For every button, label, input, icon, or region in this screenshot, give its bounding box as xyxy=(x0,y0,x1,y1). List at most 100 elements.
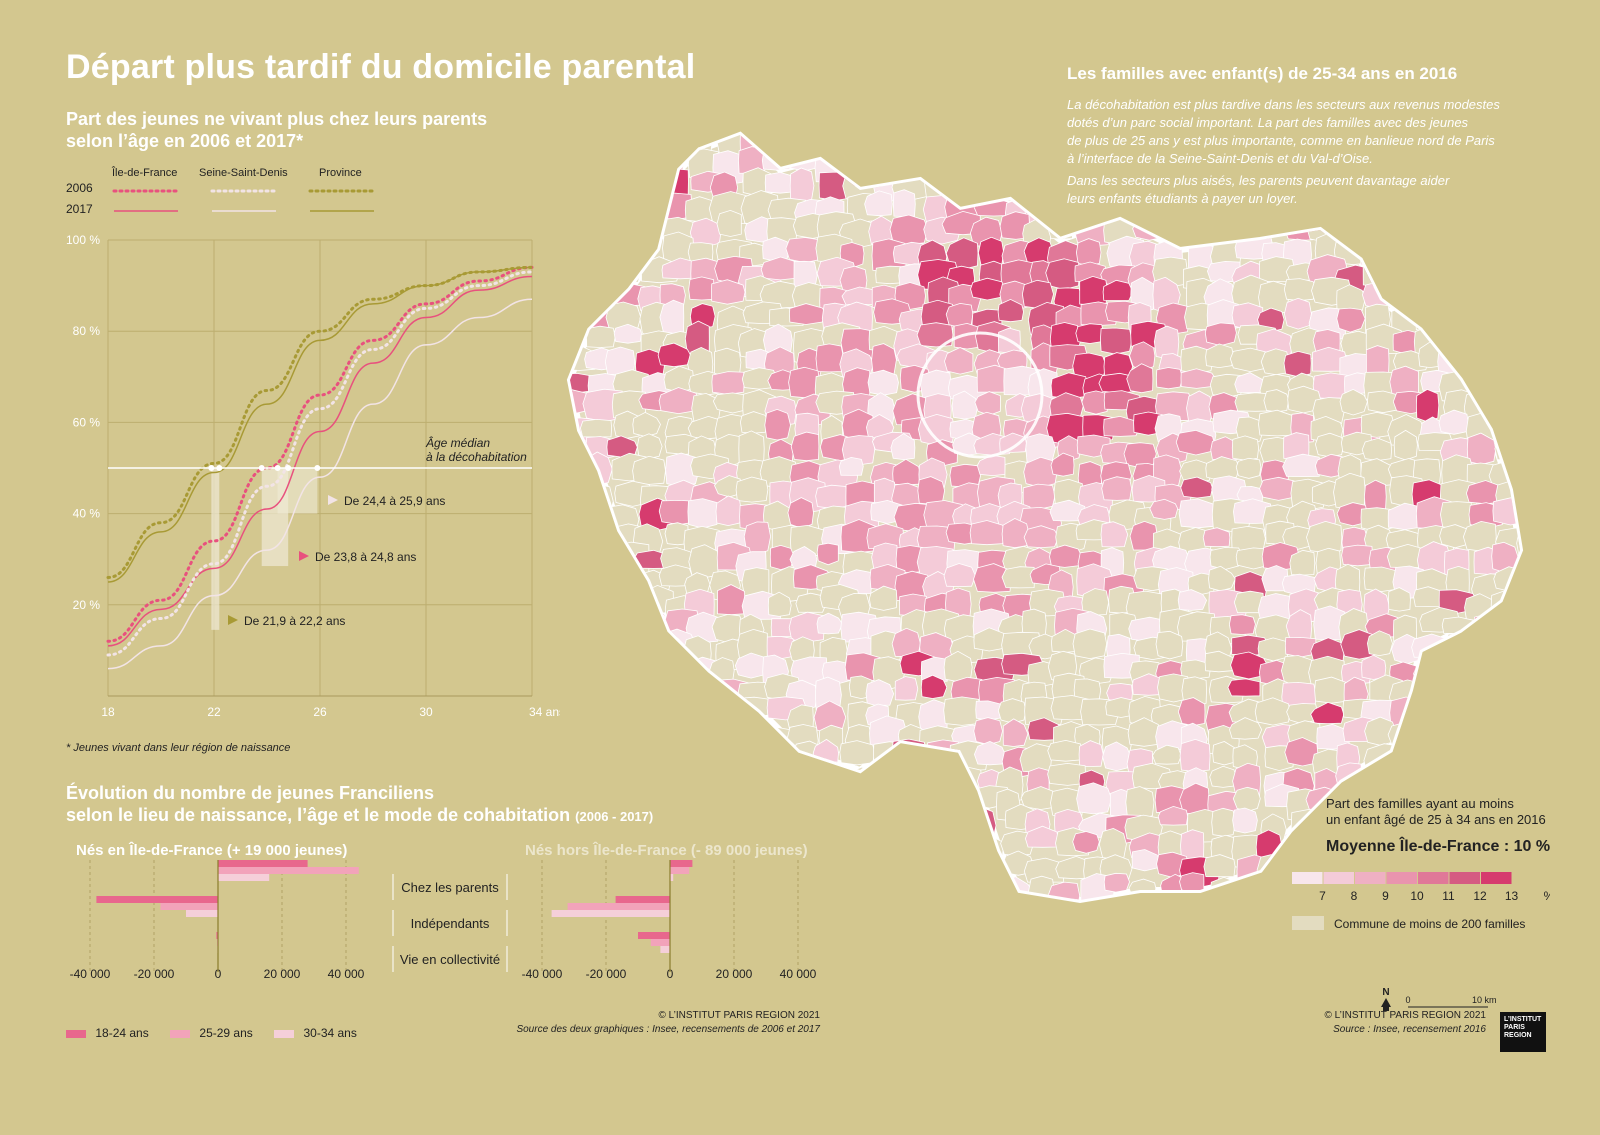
commune xyxy=(788,785,818,817)
commune xyxy=(1177,697,1206,727)
commune xyxy=(1519,742,1520,765)
commune xyxy=(969,520,1007,546)
legend-break-label: 7 xyxy=(1319,889,1326,903)
commune xyxy=(606,588,636,614)
commune xyxy=(1207,189,1239,221)
bars-title-line2-wrap: selon le lieu de naissance, l’âge et le … xyxy=(66,804,653,828)
commune xyxy=(570,814,588,837)
bar xyxy=(650,939,670,946)
commune xyxy=(716,793,755,824)
commune xyxy=(583,217,615,254)
line-chart-series xyxy=(106,265,534,670)
commune xyxy=(570,855,581,879)
commune xyxy=(1341,544,1374,567)
commune xyxy=(1045,258,1080,290)
commune xyxy=(1103,872,1130,893)
map-intro-line: dotés d’un parc social important. La par… xyxy=(1067,115,1469,130)
commune xyxy=(974,147,1010,179)
commune xyxy=(897,151,935,176)
commune xyxy=(1308,135,1345,154)
commune xyxy=(760,876,790,900)
commune xyxy=(999,432,1027,453)
legend-break-label: 9 xyxy=(1382,889,1389,903)
commune xyxy=(846,152,885,183)
commune xyxy=(584,697,624,725)
commune xyxy=(1515,387,1520,425)
commune xyxy=(1523,131,1548,152)
commune xyxy=(766,806,795,829)
commune xyxy=(1492,412,1520,436)
range-idf-label: De 23,8 à 24,8 ans xyxy=(315,550,416,564)
commune xyxy=(1411,216,1453,245)
bar xyxy=(551,910,670,917)
commune xyxy=(579,498,609,525)
commune xyxy=(1514,242,1520,269)
commune xyxy=(570,546,589,566)
commune xyxy=(838,456,864,476)
commune xyxy=(687,725,713,751)
commune xyxy=(582,892,617,900)
y-tick-label: 20 % xyxy=(73,598,101,612)
commune xyxy=(1516,259,1520,287)
commune xyxy=(665,805,703,827)
commune xyxy=(1283,350,1312,378)
commune xyxy=(587,189,610,225)
commune xyxy=(1467,145,1495,170)
band-province xyxy=(211,468,220,630)
commune xyxy=(1254,697,1290,726)
commune xyxy=(1025,902,1064,920)
bar xyxy=(567,903,670,910)
map-legend-title: Part des familles ayant au moins un enfa… xyxy=(1326,796,1546,828)
legend-25-29-swatch xyxy=(170,1029,191,1038)
commune xyxy=(570,879,593,900)
commune xyxy=(786,871,831,900)
commune xyxy=(1076,135,1103,157)
commune xyxy=(1546,256,1550,276)
legend-2006: 2006 xyxy=(66,181,93,195)
commune xyxy=(1237,901,1261,920)
commune xyxy=(973,717,1003,746)
commune xyxy=(919,809,960,843)
y-tick-label: 100 % xyxy=(66,233,100,247)
commune xyxy=(586,236,619,267)
north-label: N xyxy=(1382,987,1389,998)
commune xyxy=(1289,135,1318,160)
commune xyxy=(1419,149,1450,174)
commune xyxy=(1469,192,1512,221)
commune xyxy=(917,476,946,505)
commune xyxy=(615,569,645,603)
x-tick-label: 30 xyxy=(419,705,433,719)
commune xyxy=(787,896,820,900)
commune xyxy=(659,299,685,335)
commune xyxy=(841,873,870,896)
median-dot xyxy=(314,465,321,471)
commune xyxy=(820,829,853,859)
commune xyxy=(897,880,939,900)
bar-chart-left: -40 000 -20 000 0 20 000 40 000 xyxy=(70,860,365,981)
commune xyxy=(1542,658,1550,690)
commune xyxy=(641,717,679,753)
commune xyxy=(1178,498,1216,529)
commune xyxy=(1522,703,1550,738)
commune xyxy=(768,851,795,887)
commune xyxy=(897,807,934,837)
commune xyxy=(1081,390,1109,415)
commune xyxy=(1001,518,1030,549)
commune xyxy=(714,741,749,776)
commune xyxy=(1135,903,1169,921)
commune xyxy=(1389,763,1420,794)
bars-credit: © L’INSTITUT PARIS REGION 2021 xyxy=(658,1010,821,1021)
commune xyxy=(1003,171,1040,202)
commune xyxy=(1540,130,1550,150)
idf-map xyxy=(566,130,1550,921)
commune xyxy=(942,813,980,848)
commune xyxy=(1309,167,1347,199)
commune xyxy=(1522,633,1549,662)
commune xyxy=(1388,587,1411,612)
x-tick-label: 22 xyxy=(207,705,221,719)
commune xyxy=(1416,744,1443,768)
commune xyxy=(657,737,696,764)
commune xyxy=(917,413,956,446)
commune xyxy=(1101,476,1133,501)
median-dot xyxy=(216,465,223,471)
